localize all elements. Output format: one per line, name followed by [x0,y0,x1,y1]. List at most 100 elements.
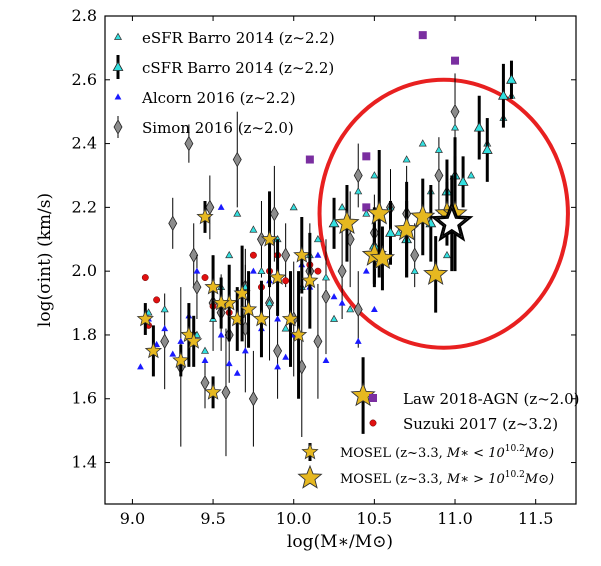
alcorn-point [153,340,161,348]
esfr-point [434,145,443,153]
legend-mosel-label-exponent: 10.2 [505,470,525,480]
y-tick-label: 1.8 [72,325,97,344]
mosel-small-point [172,351,190,368]
mosel-small-point [239,300,258,317]
alcorn-point [193,267,201,274]
y-tick-label: 2.8 [72,6,97,25]
mosel-large-point [334,210,360,235]
legend-suzuki-marker [369,419,377,427]
legend-upper-label: eSFR Barro 2014 (z~2.2) [142,29,335,47]
x-axis-label: log(M∗/M⊙) [287,532,393,552]
esfr-point [281,324,290,332]
esfr-point [144,308,153,316]
alcorn-point [233,369,241,376]
legend-mosel-label-exponent: 10.2 [505,444,525,454]
alcorn-point [225,360,233,367]
legend-lower-label: Law 2018-AGN (z~2.0) [403,390,580,408]
legend-upper-label: cSFR Barro 2014 (z~2.2) [142,59,334,77]
esfr-point [257,266,266,275]
highlight-ellipse [317,77,570,350]
mosel-small-point [268,268,287,285]
esfr-point [362,209,371,217]
highlight-ellipse-layer [317,77,570,350]
y-tick-label: 1.6 [72,389,97,408]
esfr-point [338,203,347,211]
x-tick-label: 10.0 [276,509,312,528]
esfr-point [354,187,363,195]
mosel-small-point [196,207,214,225]
law-point [451,56,460,65]
esfr-point [233,209,242,217]
alcorn-point [330,293,338,300]
alcorn-point [201,356,209,363]
axes-layer [104,15,577,505]
legend-mosel-label-main: MOSEL (z~3.3, [340,472,447,487]
legend-upper-label: Alcorn 2016 (z~2.2) [141,89,296,107]
y-tick-label: 2.0 [72,261,97,280]
legend-simon-marker [113,119,123,135]
legend-csfr-marker [112,61,124,71]
esfr-point [241,282,250,290]
alcorn-point [370,305,378,312]
simon-point [269,205,279,222]
alcorn-point [274,363,282,370]
simon-point [160,333,170,350]
esfr-point [313,234,322,243]
mosel-small-point [204,383,222,400]
esfr-point [160,305,169,313]
alcorn-point [169,350,177,357]
suzuki-point [249,251,257,259]
esfr-point [442,250,451,259]
simon-point [189,247,199,264]
esfr-point [200,346,210,354]
x-tick-label: 10.5 [357,509,393,528]
simon-point [353,301,363,318]
y-tick-label: 1.4 [72,453,97,472]
csfr-point [328,217,340,228]
simon-point [232,151,242,168]
alcorn-point [217,331,225,338]
esfr-point [467,171,476,179]
alcorn-point [217,203,225,210]
simon-point [168,215,178,232]
mosel-small-point [204,278,222,295]
plot-frame [104,15,577,505]
simon-point [410,247,420,264]
mosel-large-point [410,203,436,228]
legend-layer: eSFR Barro 2014 (z~2.2) cSFR Barro 2014 (… [112,29,580,489]
csfr-point [497,89,509,100]
legend-mosel-label-end: M⊙) [524,472,554,487]
suzuki-point [141,274,149,281]
alcorn-point [161,324,169,332]
simon-point [192,279,202,295]
alcorn-point [362,267,370,274]
csfr-point [457,176,469,186]
law-point [418,31,427,40]
csfr-point [481,144,493,154]
alcorn-point [314,251,322,258]
esfr-point [192,330,201,338]
simon-point [200,374,210,391]
simon-point [273,343,283,359]
legend-alcorn-marker [114,93,122,100]
simon-point [281,247,291,264]
mosel-small-point [301,271,319,289]
esfr-point [225,250,234,259]
mosel-small-point [185,332,203,349]
esfr-point [402,155,411,163]
esfr-point [451,123,460,131]
mosel-small-point [293,246,311,263]
mosel-large-point [369,245,396,270]
mosel-small-point [260,230,279,247]
law-point [362,152,371,161]
simon-point [205,199,215,216]
legend-mosel-label-main: MOSEL (z~3.3, [340,446,447,461]
alcorn-point [241,347,249,354]
alcorn-point [354,337,362,344]
simon-point [313,333,323,350]
simon-point [221,384,231,401]
mosel-large-point [350,382,376,407]
y-tick-label: 2.6 [72,70,97,89]
simon-point [434,167,444,184]
